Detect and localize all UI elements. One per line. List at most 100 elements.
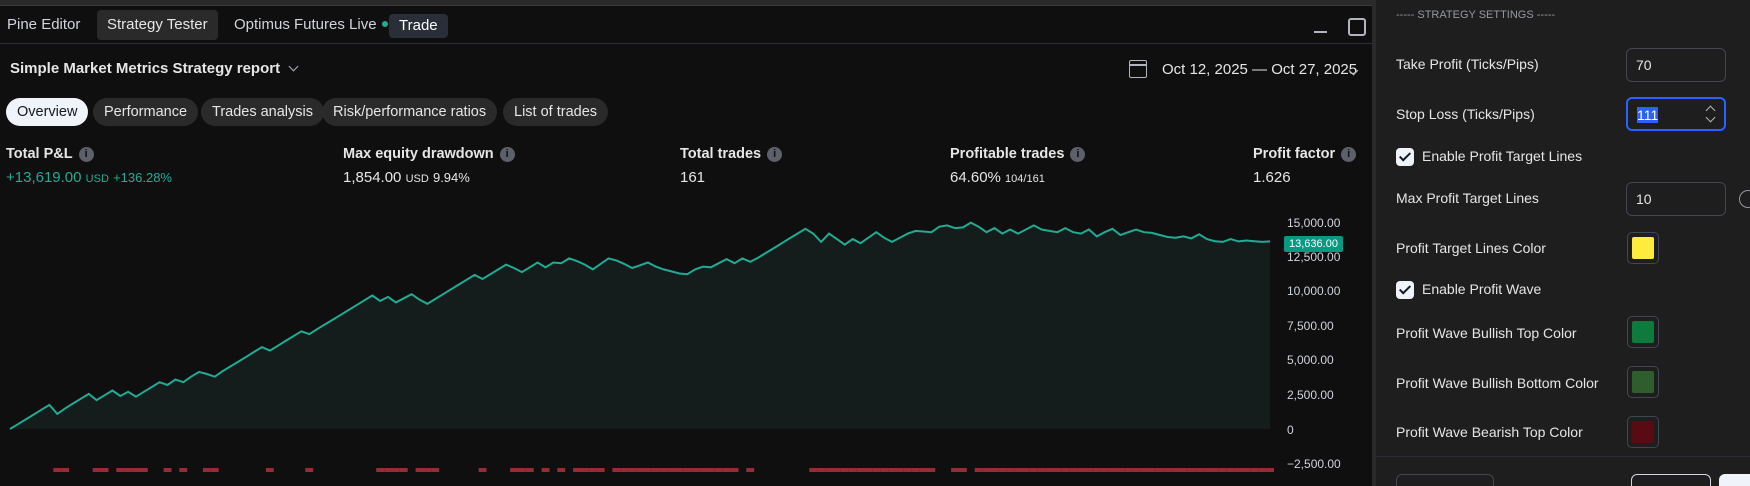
drawdown-bar (1258, 468, 1267, 472)
drawdown-bar (376, 468, 385, 472)
calendar-icon[interactable] (1129, 60, 1147, 78)
drawdown-bar (620, 468, 629, 472)
drawdown-bar (61, 468, 70, 472)
profit-target-lines-color-swatch[interactable] (1627, 232, 1659, 264)
max-profit-target-lines-input[interactable]: 10 (1626, 182, 1726, 216)
drawdown-bar (53, 468, 62, 472)
stepper[interactable] (1705, 103, 1716, 125)
subtab-trades-analysis[interactable]: Trades analysis (201, 98, 325, 126)
color-fill (1632, 321, 1654, 343)
panel-splitter[interactable] (1372, 0, 1376, 486)
max-profit-target-lines-label: Max Profit Target Lines (1396, 190, 1539, 206)
report-selector[interactable]: Simple Market Metrics Strategy report (10, 60, 299, 77)
drawdown-bar (848, 468, 857, 472)
panel-resize-handle[interactable] (0, 0, 1372, 6)
info-icon[interactable]: i (767, 147, 783, 162)
subtab-overview[interactable]: Overview (6, 98, 89, 126)
date-range-chevron[interactable] (1348, 64, 1359, 82)
equity-chart[interactable] (0, 210, 1372, 486)
drawdown-bar (1234, 468, 1243, 472)
tab-pine-editor[interactable]: Pine Editor (7, 16, 81, 33)
drawdown-bar (817, 468, 826, 472)
y-tick-label: 10,000.00 (1287, 284, 1341, 298)
drawdown-unit: USD (405, 173, 429, 185)
stop-loss-label: Stop Loss (Ticks/Pips) (1396, 106, 1535, 122)
drawdown-bar (667, 468, 676, 472)
equity-line (9, 221, 1271, 430)
drawdown-bar (675, 468, 684, 472)
drawdown-bar (895, 468, 904, 472)
stop-loss-value: 111 (1637, 107, 1659, 123)
max-profit-target-lines-value: 10 (1636, 191, 1652, 207)
report-title: Simple Market Metrics Strategy report (10, 60, 281, 77)
drawdown-bar (1069, 468, 1078, 472)
drawdown-bar (541, 468, 550, 472)
info-icon[interactable]: i (499, 147, 515, 162)
drawdown-bar (927, 468, 936, 472)
drawdown-bar (1171, 468, 1180, 472)
drawdown-bar (1187, 468, 1196, 472)
metric-max-drawdown: Max equity drawdown i 1,854.00 USD 9.94% (343, 145, 515, 186)
enable-profit-wave-checkbox[interactable] (1396, 281, 1414, 299)
bullish-top-color-swatch[interactable] (1627, 316, 1659, 348)
drawdown-bar (1140, 468, 1148, 472)
drawdown-bar (1155, 468, 1164, 472)
enable-profit-target-lines-label[interactable]: Enable Profit Target Lines (1422, 148, 1583, 164)
drawdown-bar (636, 468, 644, 472)
drawdown-bar (265, 468, 274, 472)
pnl-percent: +136.28% (113, 170, 172, 185)
take-profit-input[interactable]: 70 (1626, 48, 1726, 82)
cancel-button[interactable] (1631, 474, 1711, 486)
section-header: ----- STRATEGY SETTINGS ----- (1396, 9, 1556, 21)
bullish-bottom-color-swatch[interactable] (1627, 366, 1659, 398)
ok-button[interactable] (1719, 474, 1750, 486)
defaults-button[interactable] (1396, 474, 1494, 486)
drawdown-bar (1203, 468, 1211, 472)
last-value-badge: 13,636.00 (1284, 236, 1343, 252)
drawdown-bar (1242, 468, 1251, 472)
drawdown-bar (1124, 468, 1133, 472)
profit-target-lines-color-label: Profit Target Lines Color (1396, 240, 1546, 256)
maximize-icon[interactable] (1346, 16, 1366, 36)
trade-button[interactable]: Trade (389, 14, 448, 38)
drawdown-bar (525, 468, 534, 472)
metric-label: Profitable trades (950, 146, 1065, 162)
drawdown-bar (163, 468, 172, 472)
subtab-risk-ratios[interactable]: Risk/performance ratios (322, 98, 498, 126)
tab-strategy-tester[interactable]: Strategy Tester (97, 10, 218, 40)
date-range[interactable]: Oct 12, 2025 — Oct 27, 2025 (1162, 61, 1358, 78)
subtab-list-of-trades[interactable]: List of trades (503, 98, 609, 126)
y-tick-label: 12,500.00 (1287, 250, 1341, 264)
drawdown-bar (202, 468, 211, 472)
info-icon[interactable]: i (1341, 147, 1357, 162)
drawdown-bar (722, 468, 731, 472)
info-icon[interactable]: i (1070, 147, 1086, 162)
drawdown-bar (596, 468, 605, 472)
drawdown-bar (305, 468, 314, 472)
footer-divider (1376, 456, 1750, 457)
drawdown-bar (1053, 468, 1062, 472)
subtab-performance[interactable]: Performance (93, 98, 199, 126)
chevron-down-icon (288, 61, 299, 72)
enable-profit-wave-label[interactable]: Enable Profit Wave (1422, 281, 1542, 297)
bearish-top-color-swatch[interactable] (1627, 416, 1659, 448)
stop-loss-input[interactable]: 111 (1626, 97, 1726, 131)
drawdown-bar (1045, 468, 1054, 472)
drawdown-bar (628, 468, 637, 472)
take-profit-label: Take Profit (Ticks/Pips) (1396, 56, 1539, 72)
tab-broker[interactable]: Optimus Futures Live (224, 10, 398, 40)
drawdown-bar (1006, 468, 1015, 472)
info-icon[interactable]: i (78, 147, 94, 162)
minimize-icon[interactable] (1311, 16, 1331, 36)
help-icon[interactable] (1739, 190, 1750, 208)
drawdown-bar (1250, 468, 1259, 472)
chevron-down-icon[interactable] (1705, 112, 1716, 123)
color-fill (1632, 237, 1654, 259)
drawdown-bar (903, 468, 912, 472)
drawdown-bar (825, 468, 833, 472)
enable-profit-target-lines-checkbox[interactable] (1396, 148, 1414, 166)
color-fill (1632, 371, 1654, 393)
metric-total-pnl: Total P&L i +13,619.00 USD +136.28% (6, 145, 172, 186)
drawdown-bar (399, 468, 408, 472)
color-fill (1632, 421, 1654, 443)
